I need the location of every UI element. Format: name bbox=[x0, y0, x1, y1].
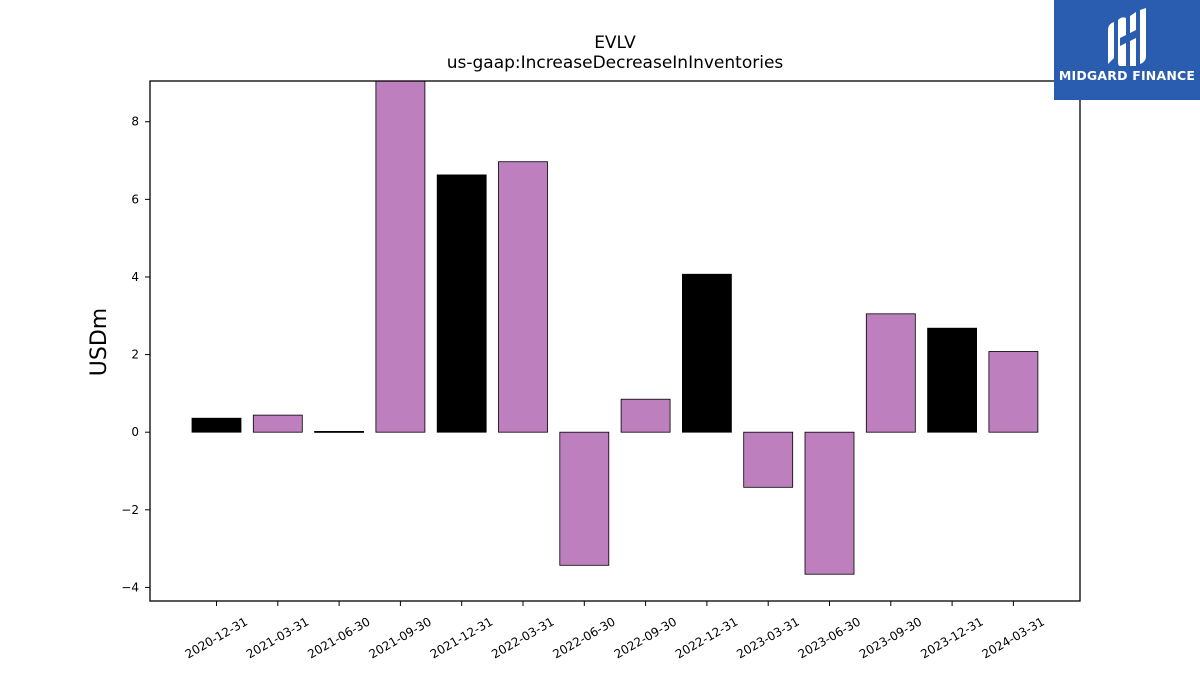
bar-2020-12-31 bbox=[191, 417, 242, 433]
x-tick-label: 2024-03-31 bbox=[979, 614, 1046, 661]
x-tick-label: 2022-03-31 bbox=[489, 614, 556, 661]
x-tick-label: 2023-06-30 bbox=[796, 614, 863, 661]
x-tick-label: 2022-06-30 bbox=[550, 614, 617, 661]
x-axis-ticks: 2020-12-312021-03-312021-06-302021-09-30… bbox=[183, 601, 1047, 661]
bar-2022-12-31 bbox=[682, 273, 732, 433]
y-axis-ticks: −4 −2 0 2 4 6 8 bbox=[121, 115, 150, 594]
bar-2021-12-31 bbox=[436, 174, 487, 433]
y-tick-label: 2 bbox=[131, 348, 139, 362]
plot-frame bbox=[149, 80, 1081, 602]
x-tick-label: 2021-12-31 bbox=[428, 614, 495, 661]
x-tick-label: 2022-12-31 bbox=[673, 614, 740, 661]
bar-2023-09-30 bbox=[865, 313, 916, 433]
bar-2023-12-31 bbox=[927, 327, 977, 433]
x-tick-label: 2021-09-30 bbox=[366, 614, 433, 661]
y-tick-label: 8 bbox=[131, 115, 139, 129]
x-tick-label: 2021-03-31 bbox=[244, 614, 311, 661]
bar-2023-06-30 bbox=[804, 431, 855, 575]
bar-2022-06-30 bbox=[559, 431, 610, 566]
y-tick-label: 0 bbox=[131, 425, 139, 439]
bars-group bbox=[191, 80, 1039, 575]
bar-2023-03-31 bbox=[743, 431, 794, 488]
brand-name: MIDGARD FINANCE bbox=[1058, 68, 1196, 83]
brand-logo: MIDGARD FINANCE bbox=[1054, 0, 1200, 100]
x-tick-label: 2022-09-30 bbox=[612, 614, 679, 661]
bar-2021-06-30 bbox=[314, 431, 365, 433]
midgard-m-logo-icon bbox=[1108, 8, 1146, 66]
x-tick-label: 2023-12-31 bbox=[918, 614, 985, 661]
x-tick-label: 2023-09-30 bbox=[857, 614, 924, 661]
y-tick-label: 4 bbox=[131, 270, 139, 284]
y-tick-label: −2 bbox=[121, 503, 139, 517]
bar-2021-09-30 bbox=[375, 80, 426, 433]
y-tick-label: 6 bbox=[131, 192, 139, 206]
bar-2022-03-31 bbox=[498, 161, 548, 433]
x-tick-label: 2023-03-31 bbox=[734, 614, 801, 661]
bar-2022-09-30 bbox=[620, 398, 671, 433]
chart-subtitle: us-gaap:IncreaseDecreaseInInventories bbox=[447, 53, 784, 73]
x-tick-label: 2020-12-31 bbox=[183, 614, 250, 661]
chart-title: EVLV bbox=[594, 33, 636, 53]
y-axis-label: USDm bbox=[87, 308, 112, 376]
bar-2024-03-31 bbox=[988, 351, 1039, 433]
y-tick-label: −4 bbox=[121, 580, 139, 594]
bar-2021-03-31 bbox=[252, 414, 303, 433]
x-tick-label: 2021-06-30 bbox=[305, 614, 372, 661]
